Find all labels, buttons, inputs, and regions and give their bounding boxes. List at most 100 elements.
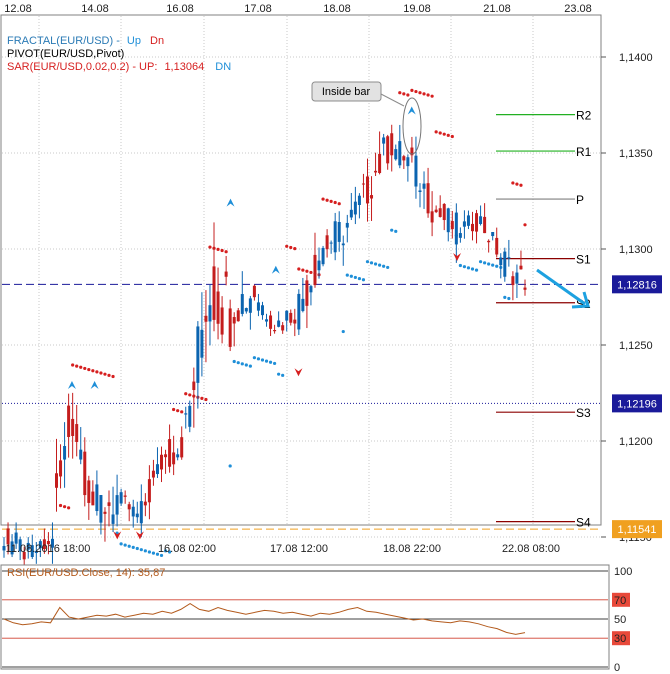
candle-body bbox=[212, 266, 216, 320]
candle-body bbox=[38, 541, 42, 549]
sar-dot bbox=[155, 552, 160, 556]
candle-body bbox=[450, 221, 454, 230]
price-tick-label: 1,1350 bbox=[619, 148, 653, 160]
sar-dot bbox=[99, 371, 103, 375]
candle-body bbox=[123, 495, 127, 497]
price-tick-label: 1,1400 bbox=[619, 52, 653, 64]
sar-dot bbox=[277, 372, 281, 376]
sar-dot bbox=[268, 360, 273, 364]
time-label: 18.08 22:00 bbox=[383, 543, 441, 555]
candle-body bbox=[374, 170, 378, 173]
sar-dot bbox=[224, 250, 228, 254]
candle-body bbox=[321, 247, 325, 265]
candle-body bbox=[147, 479, 151, 503]
candle-body bbox=[63, 446, 67, 460]
time-axis: 11.08.2016 18:00 16.08 02:00 17.08 12:00 18… bbox=[6, 543, 560, 555]
sar-dot bbox=[58, 503, 63, 508]
candle-body bbox=[55, 473, 59, 488]
top-date-label: 23.08 bbox=[564, 3, 592, 15]
inside-bar-annotation: Inside bar bbox=[311, 81, 422, 155]
sar-dot bbox=[180, 410, 184, 414]
sar-dot bbox=[523, 223, 527, 227]
sar-dot bbox=[519, 183, 523, 187]
sar-dot bbox=[67, 506, 71, 510]
legend-fractal-prefix: FRACTAL(EUR/USD) - bbox=[7, 35, 120, 47]
sar-dot bbox=[200, 396, 204, 400]
sar-dot bbox=[285, 244, 289, 248]
forecast-arrow-head bbox=[571, 291, 590, 309]
candle-body bbox=[10, 541, 14, 555]
sar-dot bbox=[430, 94, 434, 98]
price-tick-label: 1,1250 bbox=[619, 340, 653, 352]
candle-body bbox=[14, 532, 18, 544]
candle-body bbox=[390, 133, 394, 156]
sar-dot bbox=[95, 370, 99, 374]
sar-dot bbox=[176, 409, 180, 413]
sar-dot bbox=[495, 264, 499, 268]
sar-dot bbox=[83, 366, 87, 371]
candle-body bbox=[184, 413, 188, 415]
candle-body bbox=[430, 211, 434, 223]
candle-body bbox=[208, 305, 212, 322]
sar-dot bbox=[515, 182, 519, 186]
candle-body bbox=[361, 183, 365, 185]
candle-body bbox=[135, 513, 139, 518]
candle-body bbox=[30, 545, 34, 557]
candle-body bbox=[483, 216, 487, 234]
sar-dot bbox=[511, 181, 515, 185]
fractal-down-icon bbox=[135, 531, 144, 540]
time-label: 22.08 08:00 bbox=[502, 543, 560, 555]
price-badges: 1,12816 1,12196 1,11541 bbox=[612, 275, 662, 539]
candle-body bbox=[466, 215, 470, 226]
rsi-levels bbox=[2, 570, 608, 668]
sar-dot bbox=[442, 132, 446, 136]
sar-dot bbox=[466, 266, 471, 270]
candle-body bbox=[22, 551, 26, 560]
annotation-label: Inside bar bbox=[322, 86, 371, 98]
time-label: 17.08 12:00 bbox=[270, 543, 328, 555]
candle-body bbox=[192, 381, 196, 391]
candle-body bbox=[34, 550, 38, 554]
candle-body bbox=[99, 495, 103, 523]
candle-body bbox=[111, 514, 115, 524]
candle-body bbox=[50, 538, 54, 548]
sar-dot bbox=[248, 364, 252, 368]
rsi-axis: 100 70 50 30 0 bbox=[612, 566, 632, 674]
legend-sar-dn: DN bbox=[215, 61, 231, 73]
candle-body bbox=[507, 257, 511, 259]
sar-dot bbox=[159, 553, 164, 558]
sar-dot bbox=[382, 264, 386, 268]
candlesticks bbox=[2, 124, 527, 575]
rsi-tick-badge bbox=[612, 592, 630, 607]
candle-body bbox=[26, 542, 30, 550]
candle-body bbox=[297, 293, 301, 330]
candle-body bbox=[519, 265, 523, 270]
sar-dot bbox=[329, 199, 333, 203]
sar-dot bbox=[390, 228, 394, 232]
candle-body bbox=[462, 221, 466, 227]
sar-dot bbox=[378, 263, 382, 267]
sar-dot bbox=[256, 357, 261, 361]
candle-body bbox=[515, 272, 519, 284]
sar-dot bbox=[260, 358, 265, 362]
pivot-label-r1: R1 bbox=[576, 145, 592, 159]
candle-body bbox=[479, 216, 483, 225]
candle-body bbox=[224, 271, 228, 277]
candle-body bbox=[341, 243, 345, 246]
candle-body bbox=[160, 454, 164, 470]
candle-body bbox=[220, 307, 224, 335]
sar-dot bbox=[462, 265, 467, 269]
candle-body bbox=[301, 298, 305, 312]
candle-body bbox=[353, 201, 357, 215]
sar-dot bbox=[414, 89, 418, 94]
sar-dot bbox=[487, 262, 491, 266]
candle-body bbox=[293, 319, 297, 324]
top-date-label: 16.08 bbox=[166, 3, 194, 15]
candle-body bbox=[59, 460, 63, 477]
sar-dot bbox=[240, 362, 244, 366]
price-tick-label: 1,1200 bbox=[619, 436, 653, 448]
top-date-label: 21.08 bbox=[483, 3, 511, 15]
candle-body bbox=[196, 326, 200, 383]
legend-sar-prefix: SAR(EUR/USD,0.02,0.2) - UP: bbox=[7, 61, 157, 73]
sar-dot bbox=[139, 548, 143, 552]
